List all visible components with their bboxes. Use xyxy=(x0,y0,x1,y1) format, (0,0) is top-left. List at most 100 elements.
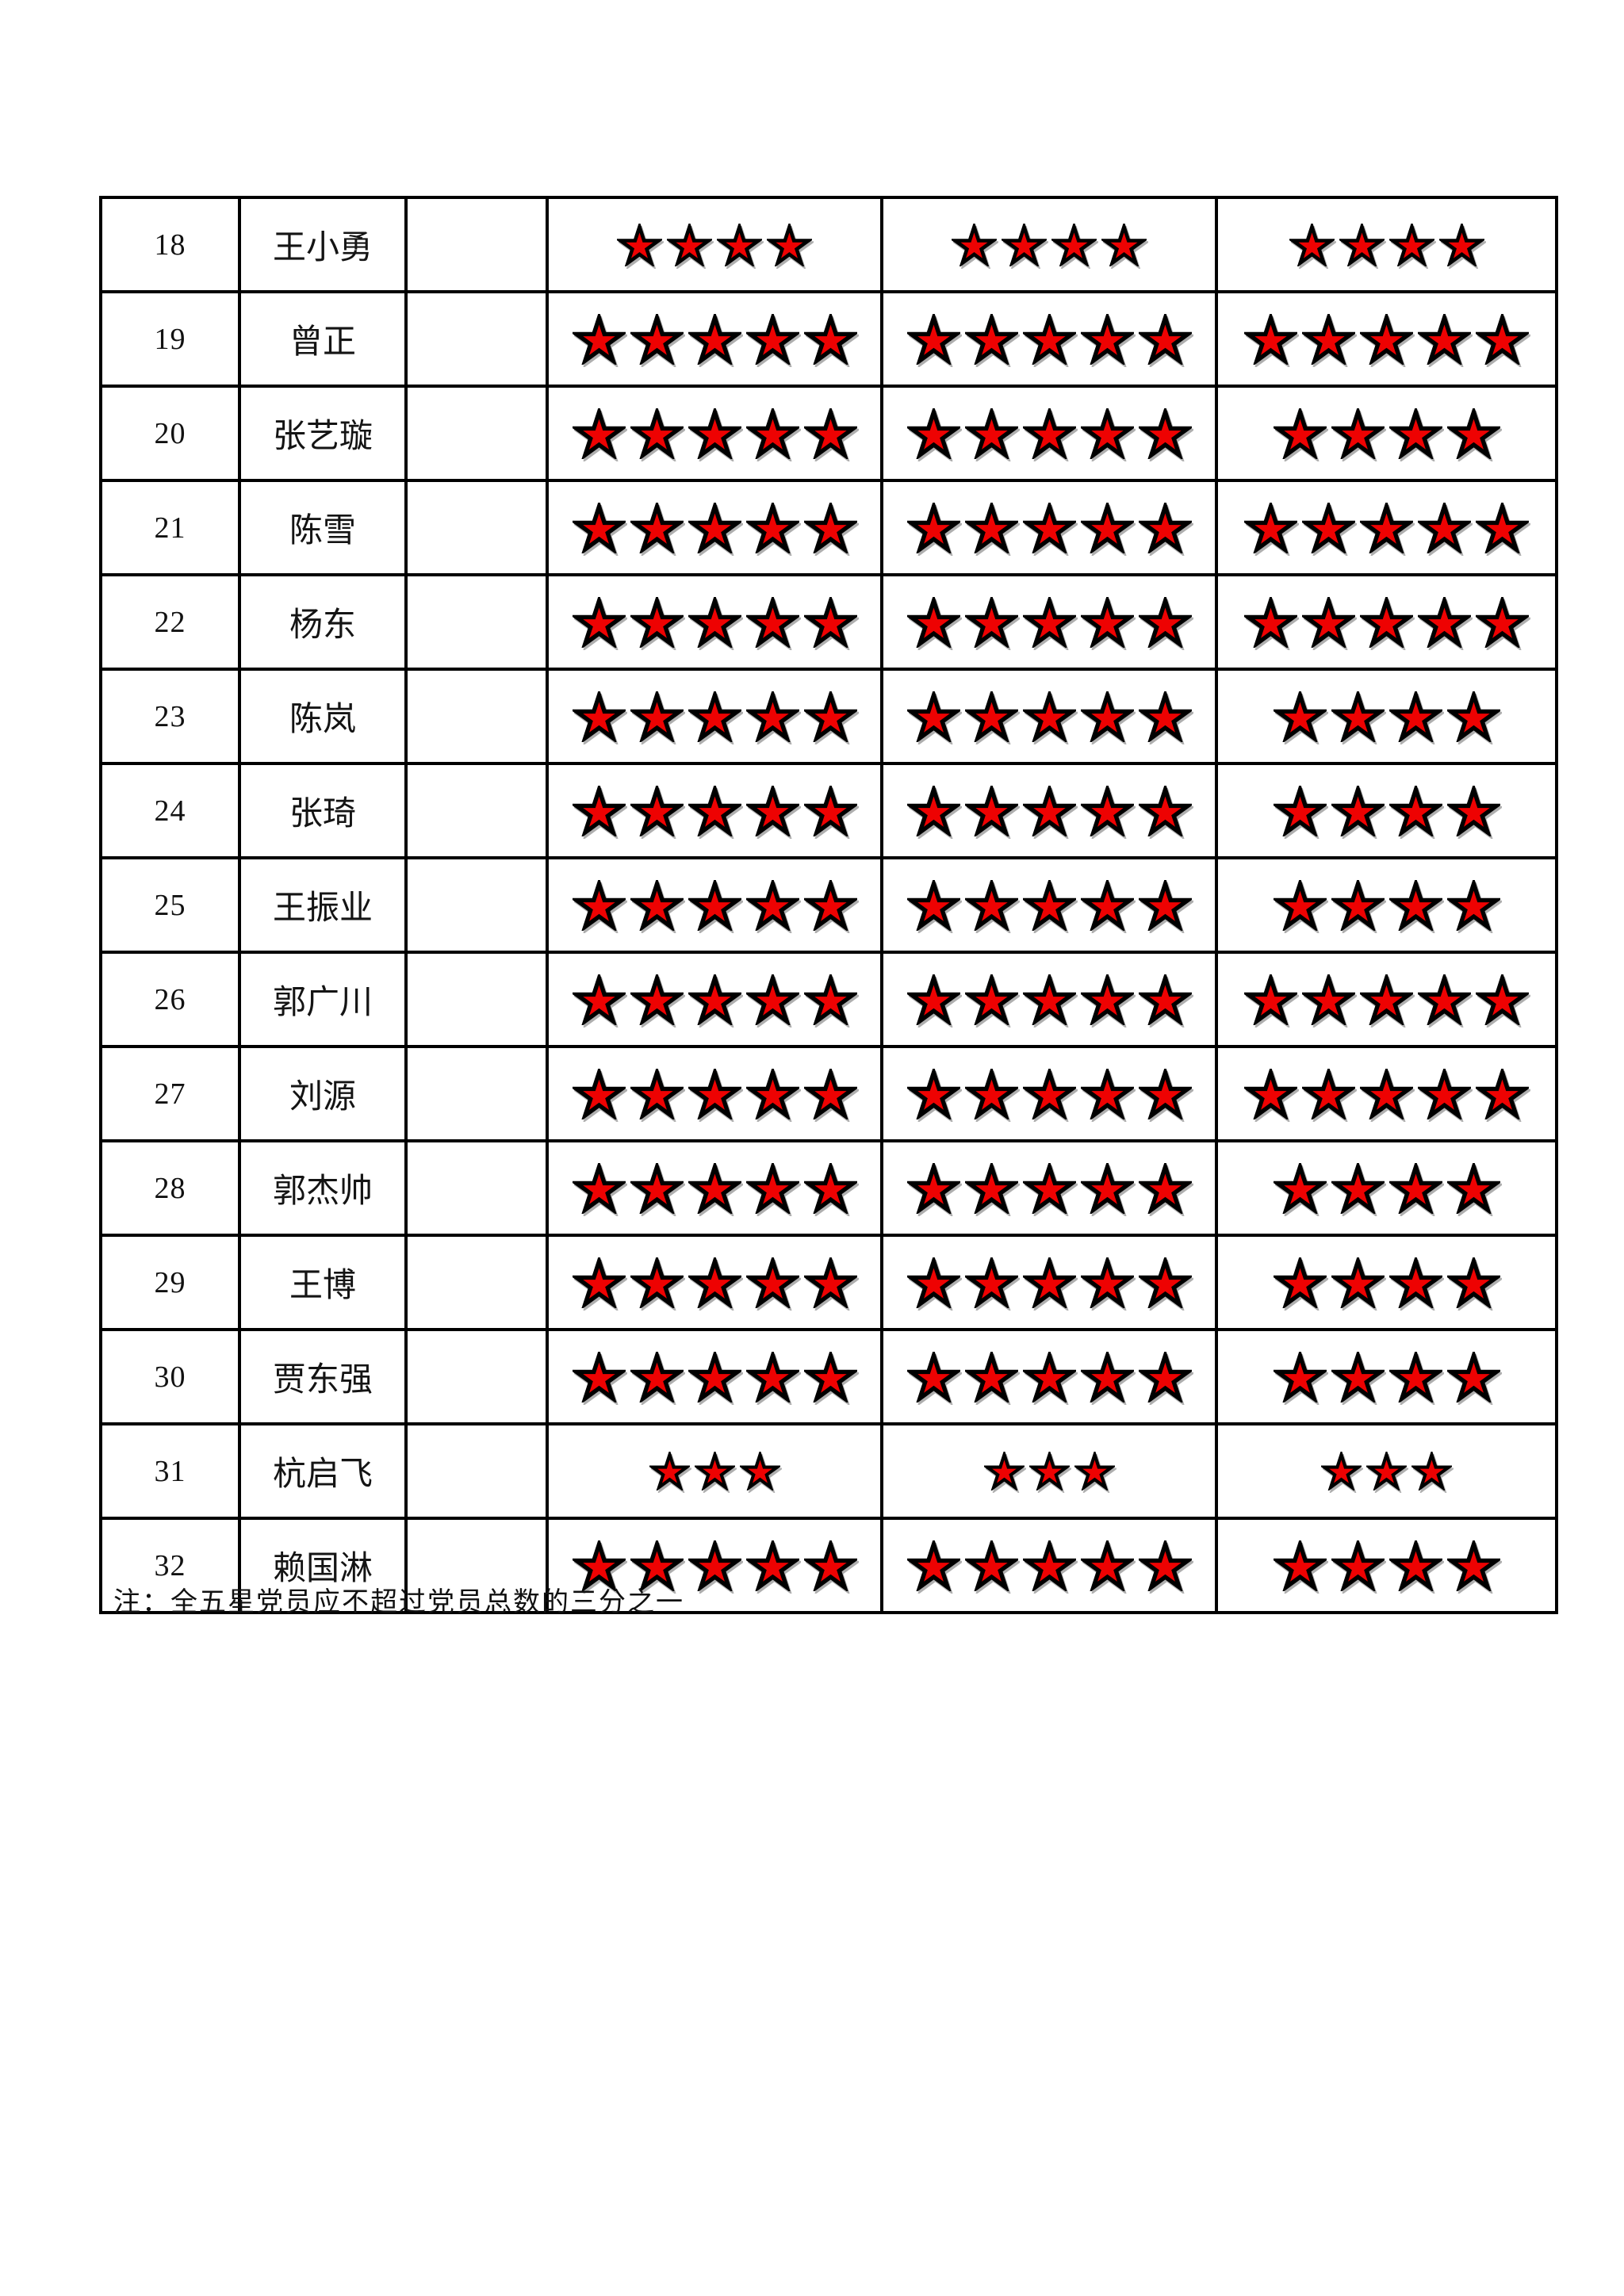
star-icon xyxy=(688,974,741,1025)
star-icon xyxy=(964,1162,1018,1214)
star-icon xyxy=(1138,974,1192,1025)
star-icon xyxy=(906,974,960,1025)
star-icon xyxy=(617,223,662,266)
star-icon xyxy=(1022,785,1076,836)
star-icon xyxy=(572,313,626,365)
star-icon xyxy=(745,691,799,742)
star-icon xyxy=(688,785,741,836)
table-row: 19 曾正 xyxy=(99,290,1558,388)
member-name-cell: 杨东 xyxy=(238,573,408,671)
stars-cell-1 xyxy=(546,1234,883,1331)
star-icon xyxy=(964,691,1018,742)
star-icon xyxy=(1418,974,1471,1025)
star-icon xyxy=(803,596,857,648)
star-icon xyxy=(1476,502,1529,553)
member-name-cell: 陈雪 xyxy=(238,479,408,576)
star-icon xyxy=(745,1540,799,1591)
star-icon xyxy=(1244,313,1297,365)
star-icon xyxy=(1022,974,1076,1025)
row-number-cell: 28 xyxy=(99,1139,241,1237)
row-number-cell: 30 xyxy=(99,1328,241,1425)
star-icon xyxy=(1022,502,1076,553)
star-icon xyxy=(745,408,799,459)
star-icon xyxy=(1360,502,1413,553)
table-row: 27 刘源 xyxy=(99,1045,1558,1142)
star-icon xyxy=(1273,1351,1327,1402)
star-icon xyxy=(964,785,1018,836)
star-icon xyxy=(1418,313,1471,365)
star-icon xyxy=(630,879,684,931)
stars-cell-3 xyxy=(1215,668,1558,765)
stars-cell-3 xyxy=(1215,856,1558,954)
star-icon xyxy=(1028,1452,1070,1490)
star-icon xyxy=(630,1351,684,1402)
star-icon xyxy=(630,408,684,459)
star-icon xyxy=(1138,1351,1192,1402)
row-number-cell: 18 xyxy=(99,196,241,293)
stars-cell-3 xyxy=(1215,385,1558,482)
star-icon xyxy=(572,974,626,1025)
member-name-cell: 曾正 xyxy=(238,290,408,388)
star-icon xyxy=(1080,879,1134,931)
star-icon xyxy=(630,785,684,836)
blank-cell xyxy=(404,1139,549,1237)
star-icon xyxy=(983,1452,1025,1490)
member-name-cell: 王小勇 xyxy=(238,196,408,293)
star-icon xyxy=(1360,313,1413,365)
star-icon xyxy=(1022,1068,1076,1119)
star-icon xyxy=(572,785,626,836)
star-icon xyxy=(1360,974,1413,1025)
star-icon xyxy=(964,974,1018,1025)
star-icon xyxy=(1138,408,1192,459)
star-icon xyxy=(1302,502,1355,553)
stars-cell-3 xyxy=(1215,762,1558,859)
blank-cell xyxy=(404,1422,549,1520)
member-name-cell: 刘源 xyxy=(238,1045,408,1142)
blank-cell xyxy=(404,1328,549,1425)
star-icon xyxy=(1418,596,1471,648)
star-icon xyxy=(803,1257,857,1308)
star-icon xyxy=(1418,1068,1471,1119)
star-icon xyxy=(1388,1162,1442,1214)
member-name-cell: 贾东强 xyxy=(238,1328,408,1425)
star-icon xyxy=(1022,691,1076,742)
blank-cell xyxy=(404,1517,549,1614)
row-number-cell: 22 xyxy=(99,573,241,671)
star-icon xyxy=(1138,1257,1192,1308)
star-icon xyxy=(1051,223,1097,266)
star-icon xyxy=(803,408,857,459)
star-icon xyxy=(1080,1257,1134,1308)
member-name-cell: 赖国淋 xyxy=(238,1517,408,1614)
star-icon xyxy=(630,1162,684,1214)
star-icon xyxy=(745,879,799,931)
stars-cell-2 xyxy=(880,196,1218,293)
blank-cell xyxy=(404,951,549,1048)
stars-cell-3 xyxy=(1215,196,1558,293)
star-icon xyxy=(667,223,712,266)
star-icon xyxy=(803,1351,857,1402)
star-icon xyxy=(717,223,762,266)
member-name-cell: 郭广川 xyxy=(238,951,408,1048)
star-icon xyxy=(1476,974,1529,1025)
star-icon xyxy=(803,1162,857,1214)
star-icon xyxy=(1080,596,1134,648)
stars-cell-1 xyxy=(546,1422,883,1520)
stars-cell-2 xyxy=(880,385,1218,482)
star-icon xyxy=(964,1068,1018,1119)
table-row: 26 郭广川 xyxy=(99,951,1558,1048)
stars-cell-1 xyxy=(546,1139,883,1237)
row-number-cell: 24 xyxy=(99,762,241,859)
star-icon xyxy=(906,1257,960,1308)
blank-cell xyxy=(404,1045,549,1142)
star-icon xyxy=(745,1351,799,1402)
star-icon xyxy=(906,1162,960,1214)
row-number-cell: 26 xyxy=(99,951,241,1048)
star-icon xyxy=(1244,974,1297,1025)
star-icon xyxy=(1080,502,1134,553)
star-icon xyxy=(1476,313,1529,365)
blank-cell xyxy=(404,290,549,388)
star-icon xyxy=(1138,1162,1192,1214)
star-icon xyxy=(1022,313,1076,365)
star-icon xyxy=(1446,1351,1500,1402)
star-icon xyxy=(1074,1452,1115,1490)
